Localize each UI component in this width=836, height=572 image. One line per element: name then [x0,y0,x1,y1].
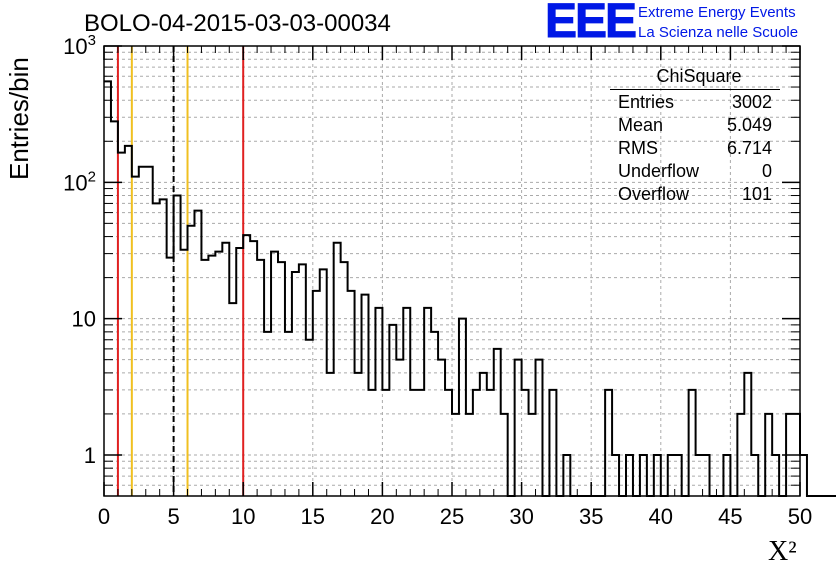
stats-row: Underflow 0 [618,161,772,181]
x-tick-label: 0 [98,504,110,529]
x-tick-label: 35 [579,504,603,529]
x-tick-label: 40 [649,504,673,529]
axis-ticks [103,45,801,497]
stats-divider [610,89,780,90]
x-tick-label: 50 [788,504,812,529]
stats-row: RMS 6.714 [618,138,772,158]
y-tick-label: 1 [84,443,96,468]
chart-title: BOLO-04-2015-03-03-00034 [84,10,391,37]
eee-logo: EEE Extreme Energy Events La Scienza nel… [544,0,835,49]
x-tick-label: 5 [167,504,179,529]
y-axis-label: Entries/bin [4,57,34,180]
x-tick-label: 20 [370,504,394,529]
x-axis-label: X² [768,536,797,567]
stats-title: ChiSquare [656,66,742,86]
x-tick-label: 10 [231,504,255,529]
histogram-series [104,80,836,497]
logo-mark: EEE [544,0,637,49]
stats-box: ChiSquare Entries 3002 Mean 5.049 RMS 6.714… [610,66,780,207]
stats-row: Entries 3002 [618,92,772,112]
stats-row: Overflow 101 [618,184,772,204]
stats-row: Mean 5.049 [618,115,772,135]
x-tick-label: 15 [301,504,325,529]
reference-lines [116,46,245,496]
logo-line-1: Extreme Energy Events [638,4,796,21]
y-tick-label: 10 [72,307,96,332]
x-tick-label: 25 [440,504,464,529]
logo-line-2: La Scienza nelle Scuole [638,24,799,41]
x-tick-label: 30 [509,504,533,529]
y-tick-label: 102 [63,168,96,195]
x-tick-label: 45 [718,504,742,529]
